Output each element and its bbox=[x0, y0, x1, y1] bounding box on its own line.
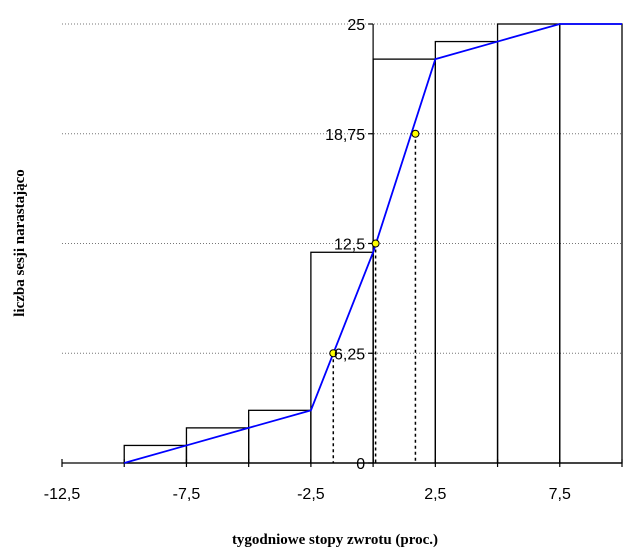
y-tick-labels: 0 6,25 12,5 18,75 25 bbox=[325, 17, 365, 473]
x-axis-title: tygodniowe stopy zwrotu (proc.) bbox=[232, 532, 438, 548]
bar-5 bbox=[434, 40, 499, 464]
x-tick-label: 2,5 bbox=[424, 486, 446, 503]
y-tick-label: 25 bbox=[347, 17, 365, 34]
quartile-markers bbox=[329, 129, 420, 358]
x-tick-labels: -12,5 -7,5 -2,5 2,5 7,5 bbox=[44, 486, 571, 503]
x-tick-label: -2,5 bbox=[297, 486, 325, 503]
ogive-line bbox=[123, 23, 622, 464]
quartile-marker-2 bbox=[411, 129, 420, 138]
y-axis-title: liczba sesji narastająco bbox=[12, 169, 28, 316]
quartile-marker-1 bbox=[371, 239, 380, 248]
x-tick-label: 7,5 bbox=[549, 486, 571, 503]
x-tick-label: -7,5 bbox=[173, 486, 201, 503]
bar-1 bbox=[185, 427, 250, 464]
quartile-droplines bbox=[332, 133, 417, 463]
x-tick-label: -12,5 bbox=[44, 486, 81, 503]
ogive-series bbox=[123, 23, 622, 464]
y-tick-label: 18,75 bbox=[325, 127, 365, 144]
y-tick-label: 12,5 bbox=[334, 237, 365, 254]
quartile-marker-0 bbox=[329, 349, 338, 358]
bar-4 bbox=[372, 58, 436, 464]
y-tick-label: 6,25 bbox=[334, 346, 365, 363]
y-tick-label: 0 bbox=[356, 456, 365, 473]
gridlines bbox=[62, 23, 622, 354]
